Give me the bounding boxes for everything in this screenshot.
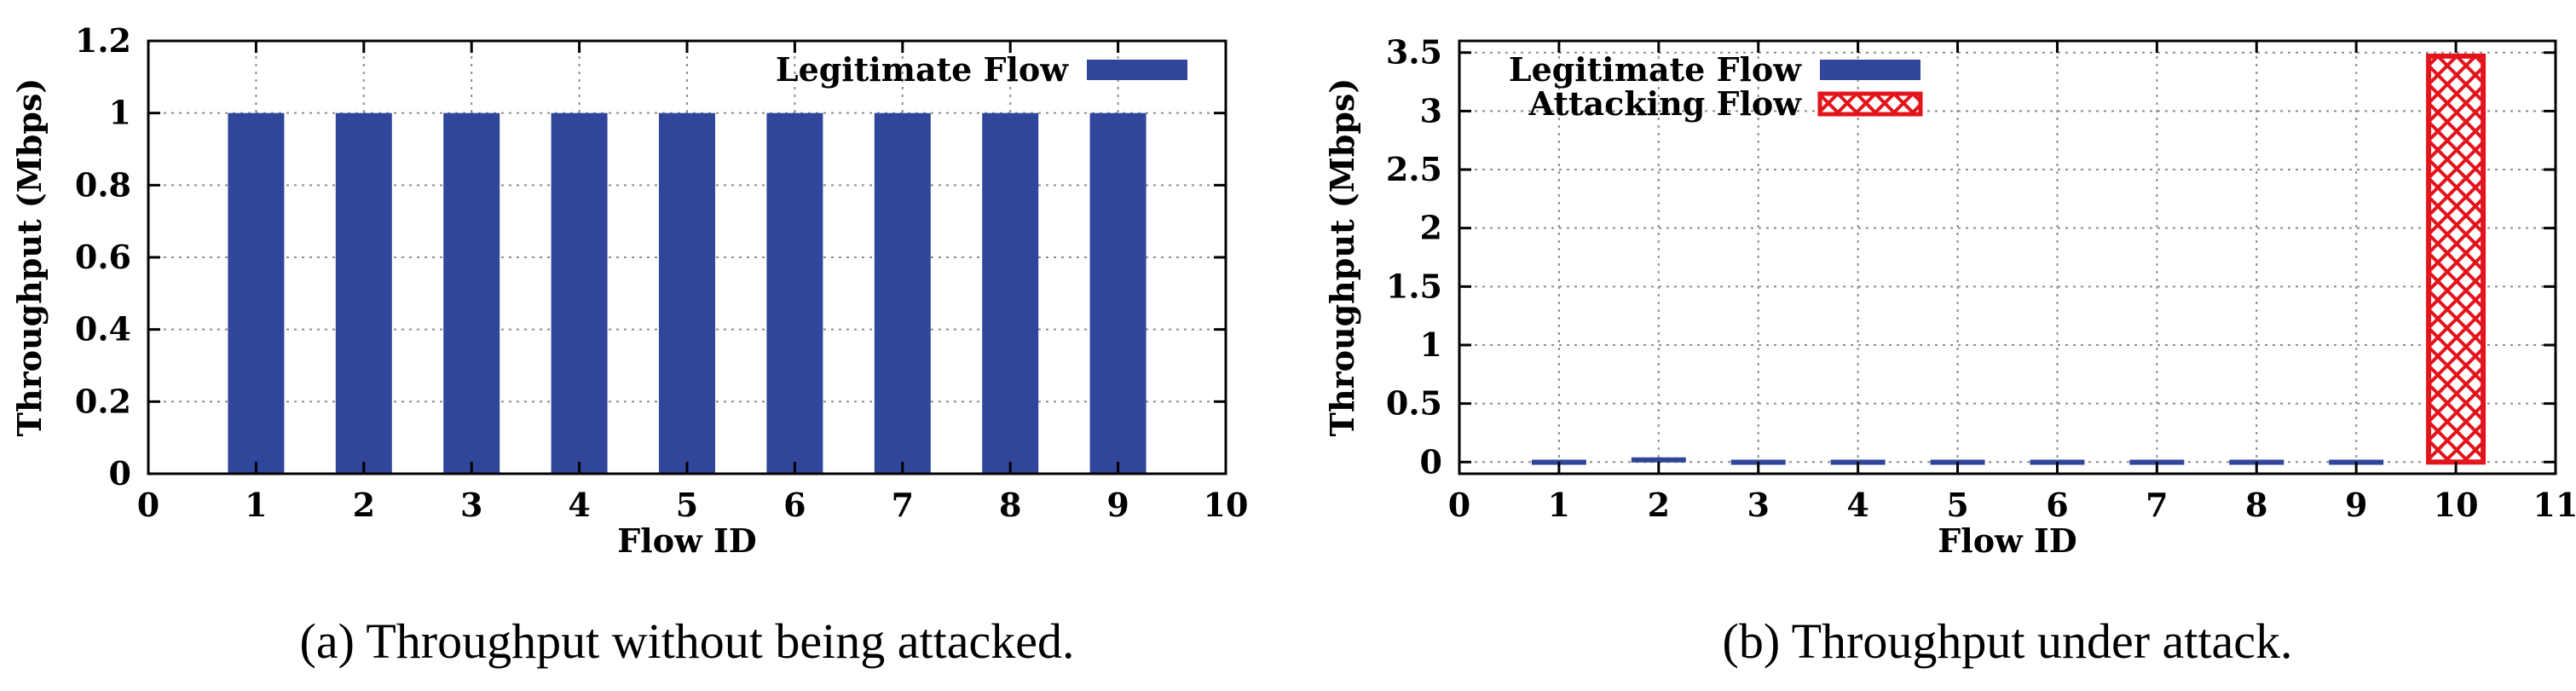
- x-tick-label: 2: [353, 486, 375, 524]
- x-axis-label: Flow ID: [1938, 521, 2076, 560]
- x-tick-label: 5: [1946, 486, 1968, 524]
- legend-label-legitimate: Legitimate Flow: [1509, 50, 1802, 89]
- y-tick-label: 2: [1420, 209, 1442, 247]
- legend-swatch-attacking: [1817, 91, 1923, 117]
- bar-a-legitimate-flow-3: [443, 112, 500, 474]
- bar-a-legitimate-flow-8: [982, 112, 1039, 474]
- y-tick-label: 1.5: [1386, 267, 1442, 305]
- y-tick-label: 0.4: [75, 310, 131, 348]
- x-tick-label: 0: [137, 486, 159, 524]
- x-tick-label: 1: [245, 486, 267, 524]
- x-tick-label: 11: [2533, 486, 2576, 524]
- x-tick-label: 2: [1648, 486, 1670, 524]
- x-tick-label: 9: [1106, 486, 1129, 524]
- x-tick-label: 0: [1448, 486, 1470, 524]
- bar-a-legitimate-flow-9: [1089, 112, 1146, 474]
- y-axis-label: Throughput (Mbps): [1323, 78, 1361, 437]
- x-tick-label: 8: [999, 486, 1021, 524]
- bar-a-legitimate-flow-6: [766, 112, 823, 474]
- x-tick-label: 6: [783, 486, 806, 524]
- bar-a-legitimate-flow-7: [874, 112, 931, 474]
- x-tick-label: 10: [2434, 486, 2479, 524]
- y-tick-label: 0.5: [1386, 384, 1442, 423]
- x-tick-label: 8: [2245, 486, 2267, 524]
- y-tick-label: 3.5: [1386, 33, 1442, 72]
- x-tick-label: 7: [892, 486, 914, 524]
- legend-label-legitimate: Legitimate Flow: [776, 50, 1069, 89]
- y-axis-label: Throughput (Mbps): [10, 78, 49, 437]
- bar-a-legitimate-flow-1: [228, 112, 285, 474]
- x-tick-label: 6: [2046, 486, 2068, 524]
- x-tick-label: 9: [2345, 486, 2367, 524]
- y-tick-label: 1.2: [75, 21, 131, 60]
- chart-panel-b: 0 1 2 3 4 5 6 7 8 9 10 11 0 0.5 1 1.5 2 2.5 3 3.5 Flow ID Thr…: [1323, 33, 2576, 669]
- bar-a-legitimate-flow-4: [551, 112, 608, 474]
- x-tick-label: 3: [460, 486, 482, 524]
- figure-caption-b: (b) Throughput under attack.: [1723, 613, 2293, 669]
- bar-a-legitimate-flow-5: [659, 112, 715, 474]
- x-axis-label: Flow ID: [617, 521, 756, 560]
- y-tick-label: 0: [1420, 442, 1442, 481]
- x-tick-label: 4: [568, 486, 590, 524]
- y-tick-label: 0.2: [75, 382, 131, 420]
- bar-b-attacking-flow-10: [2426, 53, 2486, 465]
- y-tick-label: 1: [1420, 325, 1442, 364]
- bar-b-legitimate-flow-2: [1631, 457, 1686, 463]
- y-tick-label: 0.8: [75, 165, 131, 204]
- x-tick-label: 7: [2146, 486, 2168, 524]
- chart-panel-a: 0 1 2 3 4 5 6 7 8 9 10 0 0.2 0.4 0.6 0.8 1 1.2 Flow ID Thro…: [10, 21, 1248, 669]
- x-tick-label: 5: [676, 486, 698, 524]
- plot-frame: [1458, 39, 2557, 475]
- legend-swatch-legitimate: [1820, 60, 1920, 80]
- y-tick-label: 1: [109, 94, 131, 132]
- x-tick-label: 1: [1548, 486, 1570, 524]
- legend-label-attacking: Attacking Flow: [1528, 84, 1803, 123]
- y-tick-label: 2.5: [1386, 150, 1442, 188]
- x-tick-label: 3: [1747, 486, 1770, 524]
- legend-swatch-legitimate: [1087, 60, 1187, 80]
- y-tick-label: 3: [1420, 91, 1442, 130]
- bar-a-legitimate-flow-2: [335, 112, 392, 474]
- y-tick-label: 0: [109, 454, 131, 492]
- y-tick-label: 0.6: [75, 238, 131, 276]
- x-tick-label: 4: [1846, 486, 1868, 524]
- figure-caption-a: (a) Throughput without being attacked.: [300, 613, 1075, 669]
- x-tick-label: 10: [1204, 486, 1249, 524]
